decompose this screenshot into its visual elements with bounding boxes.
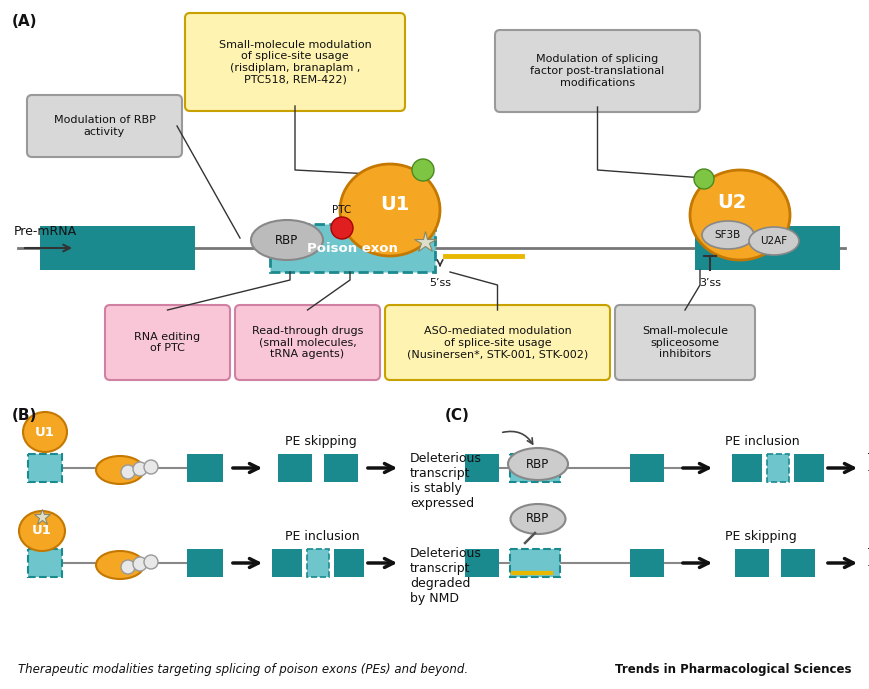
Bar xyxy=(793,454,823,482)
Circle shape xyxy=(133,557,147,571)
Text: (B): (B) xyxy=(12,408,37,423)
FancyBboxPatch shape xyxy=(105,305,229,380)
FancyBboxPatch shape xyxy=(509,454,560,482)
Text: U1: U1 xyxy=(32,524,52,537)
Bar xyxy=(464,454,499,482)
Text: Trends in Pharmacological Sciences: Trends in Pharmacological Sciences xyxy=(614,663,851,676)
Bar xyxy=(323,454,357,482)
Text: RNA editing
of PTC: RNA editing of PTC xyxy=(135,331,201,353)
Ellipse shape xyxy=(23,412,67,452)
Ellipse shape xyxy=(507,448,567,480)
Circle shape xyxy=(144,460,158,474)
Text: (A): (A) xyxy=(12,14,37,29)
Bar xyxy=(40,226,195,270)
Text: RBP: RBP xyxy=(526,457,549,471)
Text: PE inclusion: PE inclusion xyxy=(285,530,359,543)
Text: Poison exon: Poison exon xyxy=(307,242,397,254)
Bar xyxy=(278,454,312,482)
Text: Deleterious
transcript
degraded
by NMD: Deleterious transcript degraded by NMD xyxy=(409,547,481,605)
Text: Target
transcript
is stably
expressed: Target transcript is stably expressed xyxy=(867,547,869,605)
Bar xyxy=(187,549,222,577)
FancyBboxPatch shape xyxy=(509,549,560,577)
Bar xyxy=(734,549,768,577)
Text: PE inclusion: PE inclusion xyxy=(724,435,799,448)
FancyBboxPatch shape xyxy=(28,549,62,577)
Bar xyxy=(334,549,363,577)
Bar xyxy=(780,549,814,577)
Text: 3’ss: 3’ss xyxy=(698,278,720,288)
Text: Read-through drugs
(small molecules,
tRNA agents): Read-through drugs (small molecules, tRN… xyxy=(251,326,362,359)
FancyBboxPatch shape xyxy=(766,454,788,482)
Text: Modulation of splicing
factor post-translational
modifications: Modulation of splicing factor post-trans… xyxy=(530,54,664,88)
Text: SF3B: SF3B xyxy=(714,230,740,240)
Ellipse shape xyxy=(510,504,565,534)
Text: U2AF: U2AF xyxy=(760,236,786,246)
Ellipse shape xyxy=(96,551,144,579)
Text: U1: U1 xyxy=(380,196,409,214)
Circle shape xyxy=(693,169,713,189)
Bar xyxy=(629,454,663,482)
FancyBboxPatch shape xyxy=(27,95,182,157)
FancyBboxPatch shape xyxy=(494,30,700,112)
FancyBboxPatch shape xyxy=(28,454,62,482)
Circle shape xyxy=(133,462,147,476)
Text: Small-molecule
spliceosome
inhibitors: Small-molecule spliceosome inhibitors xyxy=(641,326,727,359)
Ellipse shape xyxy=(251,220,322,260)
Text: Deleterious
transcript
is stably
expressed: Deleterious transcript is stably express… xyxy=(409,452,481,510)
Text: U1: U1 xyxy=(35,426,55,438)
Bar xyxy=(731,454,761,482)
Text: Therapeutic modalities targeting splicing of poison exons (PEs) and beyond.: Therapeutic modalities targeting splicin… xyxy=(18,663,468,676)
Text: PTC: PTC xyxy=(332,205,351,215)
Text: U2: U2 xyxy=(716,194,746,212)
Bar xyxy=(464,549,499,577)
Text: PE skipping: PE skipping xyxy=(724,530,796,543)
Text: Target
transcript
degraded
by NMD: Target transcript degraded by NMD xyxy=(867,452,869,510)
FancyBboxPatch shape xyxy=(307,549,328,577)
Circle shape xyxy=(121,465,135,479)
FancyBboxPatch shape xyxy=(235,305,380,380)
Text: Modulation of RBP
activity: Modulation of RBP activity xyxy=(54,115,156,137)
Ellipse shape xyxy=(701,221,753,249)
FancyBboxPatch shape xyxy=(385,305,609,380)
Bar xyxy=(187,454,222,482)
Circle shape xyxy=(412,159,434,181)
Bar xyxy=(272,549,302,577)
Text: RBP: RBP xyxy=(275,234,298,247)
Text: Pre-mRNA: Pre-mRNA xyxy=(14,225,77,238)
Text: Small-molecule modulation
of splice-site usage
(risdiplam, branaplam ,
PTC518, R: Small-molecule modulation of splice-site… xyxy=(218,39,371,84)
Circle shape xyxy=(144,555,158,569)
Bar xyxy=(694,226,839,270)
Text: (C): (C) xyxy=(444,408,469,423)
FancyBboxPatch shape xyxy=(614,305,754,380)
Circle shape xyxy=(121,560,135,574)
Ellipse shape xyxy=(748,227,798,255)
Text: ASO-mediated modulation
of splice-site usage
(Nusinersen*, STK-001, STK-002): ASO-mediated modulation of splice-site u… xyxy=(407,326,587,359)
FancyBboxPatch shape xyxy=(185,13,405,111)
Text: RBP: RBP xyxy=(526,513,549,526)
Circle shape xyxy=(330,217,353,239)
Ellipse shape xyxy=(340,164,440,256)
Text: PE skipping: PE skipping xyxy=(285,435,356,448)
Ellipse shape xyxy=(96,456,144,484)
Ellipse shape xyxy=(19,511,65,551)
FancyBboxPatch shape xyxy=(269,224,434,272)
Text: 5’ss: 5’ss xyxy=(428,278,450,288)
Ellipse shape xyxy=(689,170,789,260)
Bar xyxy=(629,549,663,577)
